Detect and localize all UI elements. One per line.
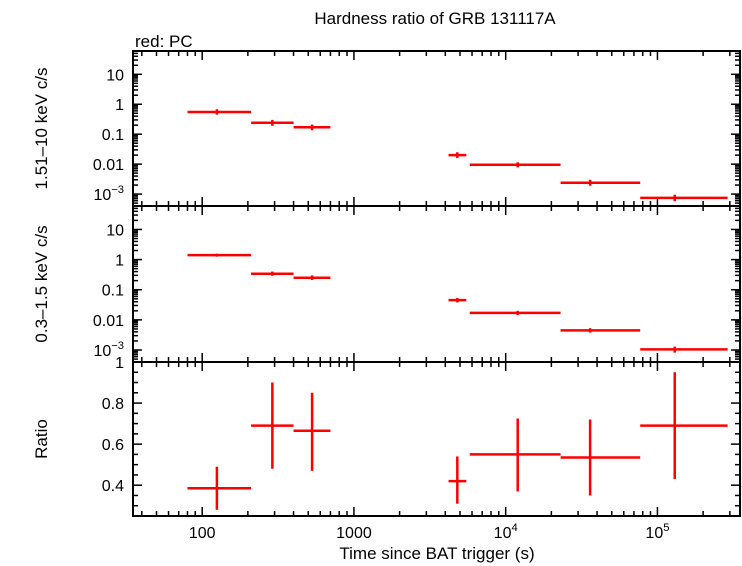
x-tick-label: 104: [494, 522, 518, 542]
y-tick-label: 0.8: [102, 396, 124, 413]
y-axis-label: Ratio: [32, 419, 51, 459]
data-point: [187, 253, 252, 257]
panel-3: 1 0.8 0.6 0.4 Ratio 100 1000 104 105: [32, 355, 741, 542]
data-point: [293, 124, 331, 131]
y-tick-label: 0.01: [93, 157, 124, 174]
data-point: [560, 419, 641, 496]
y-tick-label: 0.01: [93, 313, 124, 330]
data-point: [640, 194, 728, 202]
y-tick-label: 10−3: [93, 184, 124, 204]
y-axis-label: 1.51–10 keV c/s: [32, 68, 51, 190]
data-point: [469, 162, 561, 168]
panel-1: 10 1 0.1 0.01 10−3 1.51–10 keV c/s: [32, 50, 741, 207]
data-point: [469, 310, 561, 316]
data-point: [448, 298, 467, 303]
x-axis-label: Time since BAT trigger (s): [339, 544, 534, 563]
data-point: [560, 328, 641, 333]
data-point: [251, 119, 294, 126]
y-tick-label: 0.1: [102, 283, 124, 300]
data-point: [293, 392, 331, 471]
data-point: [448, 152, 467, 159]
data-point: [560, 179, 641, 186]
y-axis-label: 0.3–1.5 keV c/s: [32, 225, 51, 342]
y-tick-label: 1: [115, 355, 124, 372]
panel-frame: [132, 205, 741, 363]
y-tick-label: 1: [115, 253, 124, 270]
panel-frame: [132, 50, 741, 207]
x-tick-label: 105: [645, 522, 669, 542]
chart-subtitle: red: PC: [135, 32, 193, 51]
data-point: [293, 275, 331, 281]
y-tick-label: 0.1: [102, 127, 124, 144]
y-tick-label: 1: [115, 97, 124, 114]
data-point: [187, 109, 252, 115]
panel-frame: [132, 361, 741, 517]
data-point: [640, 346, 728, 353]
data-point: [251, 271, 294, 276]
data-point: [448, 456, 467, 504]
y-tick-label: 10: [106, 67, 124, 84]
x-tick-label: 100: [189, 525, 216, 542]
data-point: [640, 372, 728, 480]
chart-title: Hardness ratio of GRB 131117A: [314, 9, 556, 28]
data-point: [469, 418, 561, 492]
y-tick-label: 10: [106, 222, 124, 239]
data-point: [187, 466, 252, 510]
data-point: [251, 382, 294, 469]
y-tick-label: 0.6: [102, 437, 124, 454]
y-tick-label: 0.4: [102, 478, 124, 495]
x-tick-label: 1000: [336, 525, 372, 542]
